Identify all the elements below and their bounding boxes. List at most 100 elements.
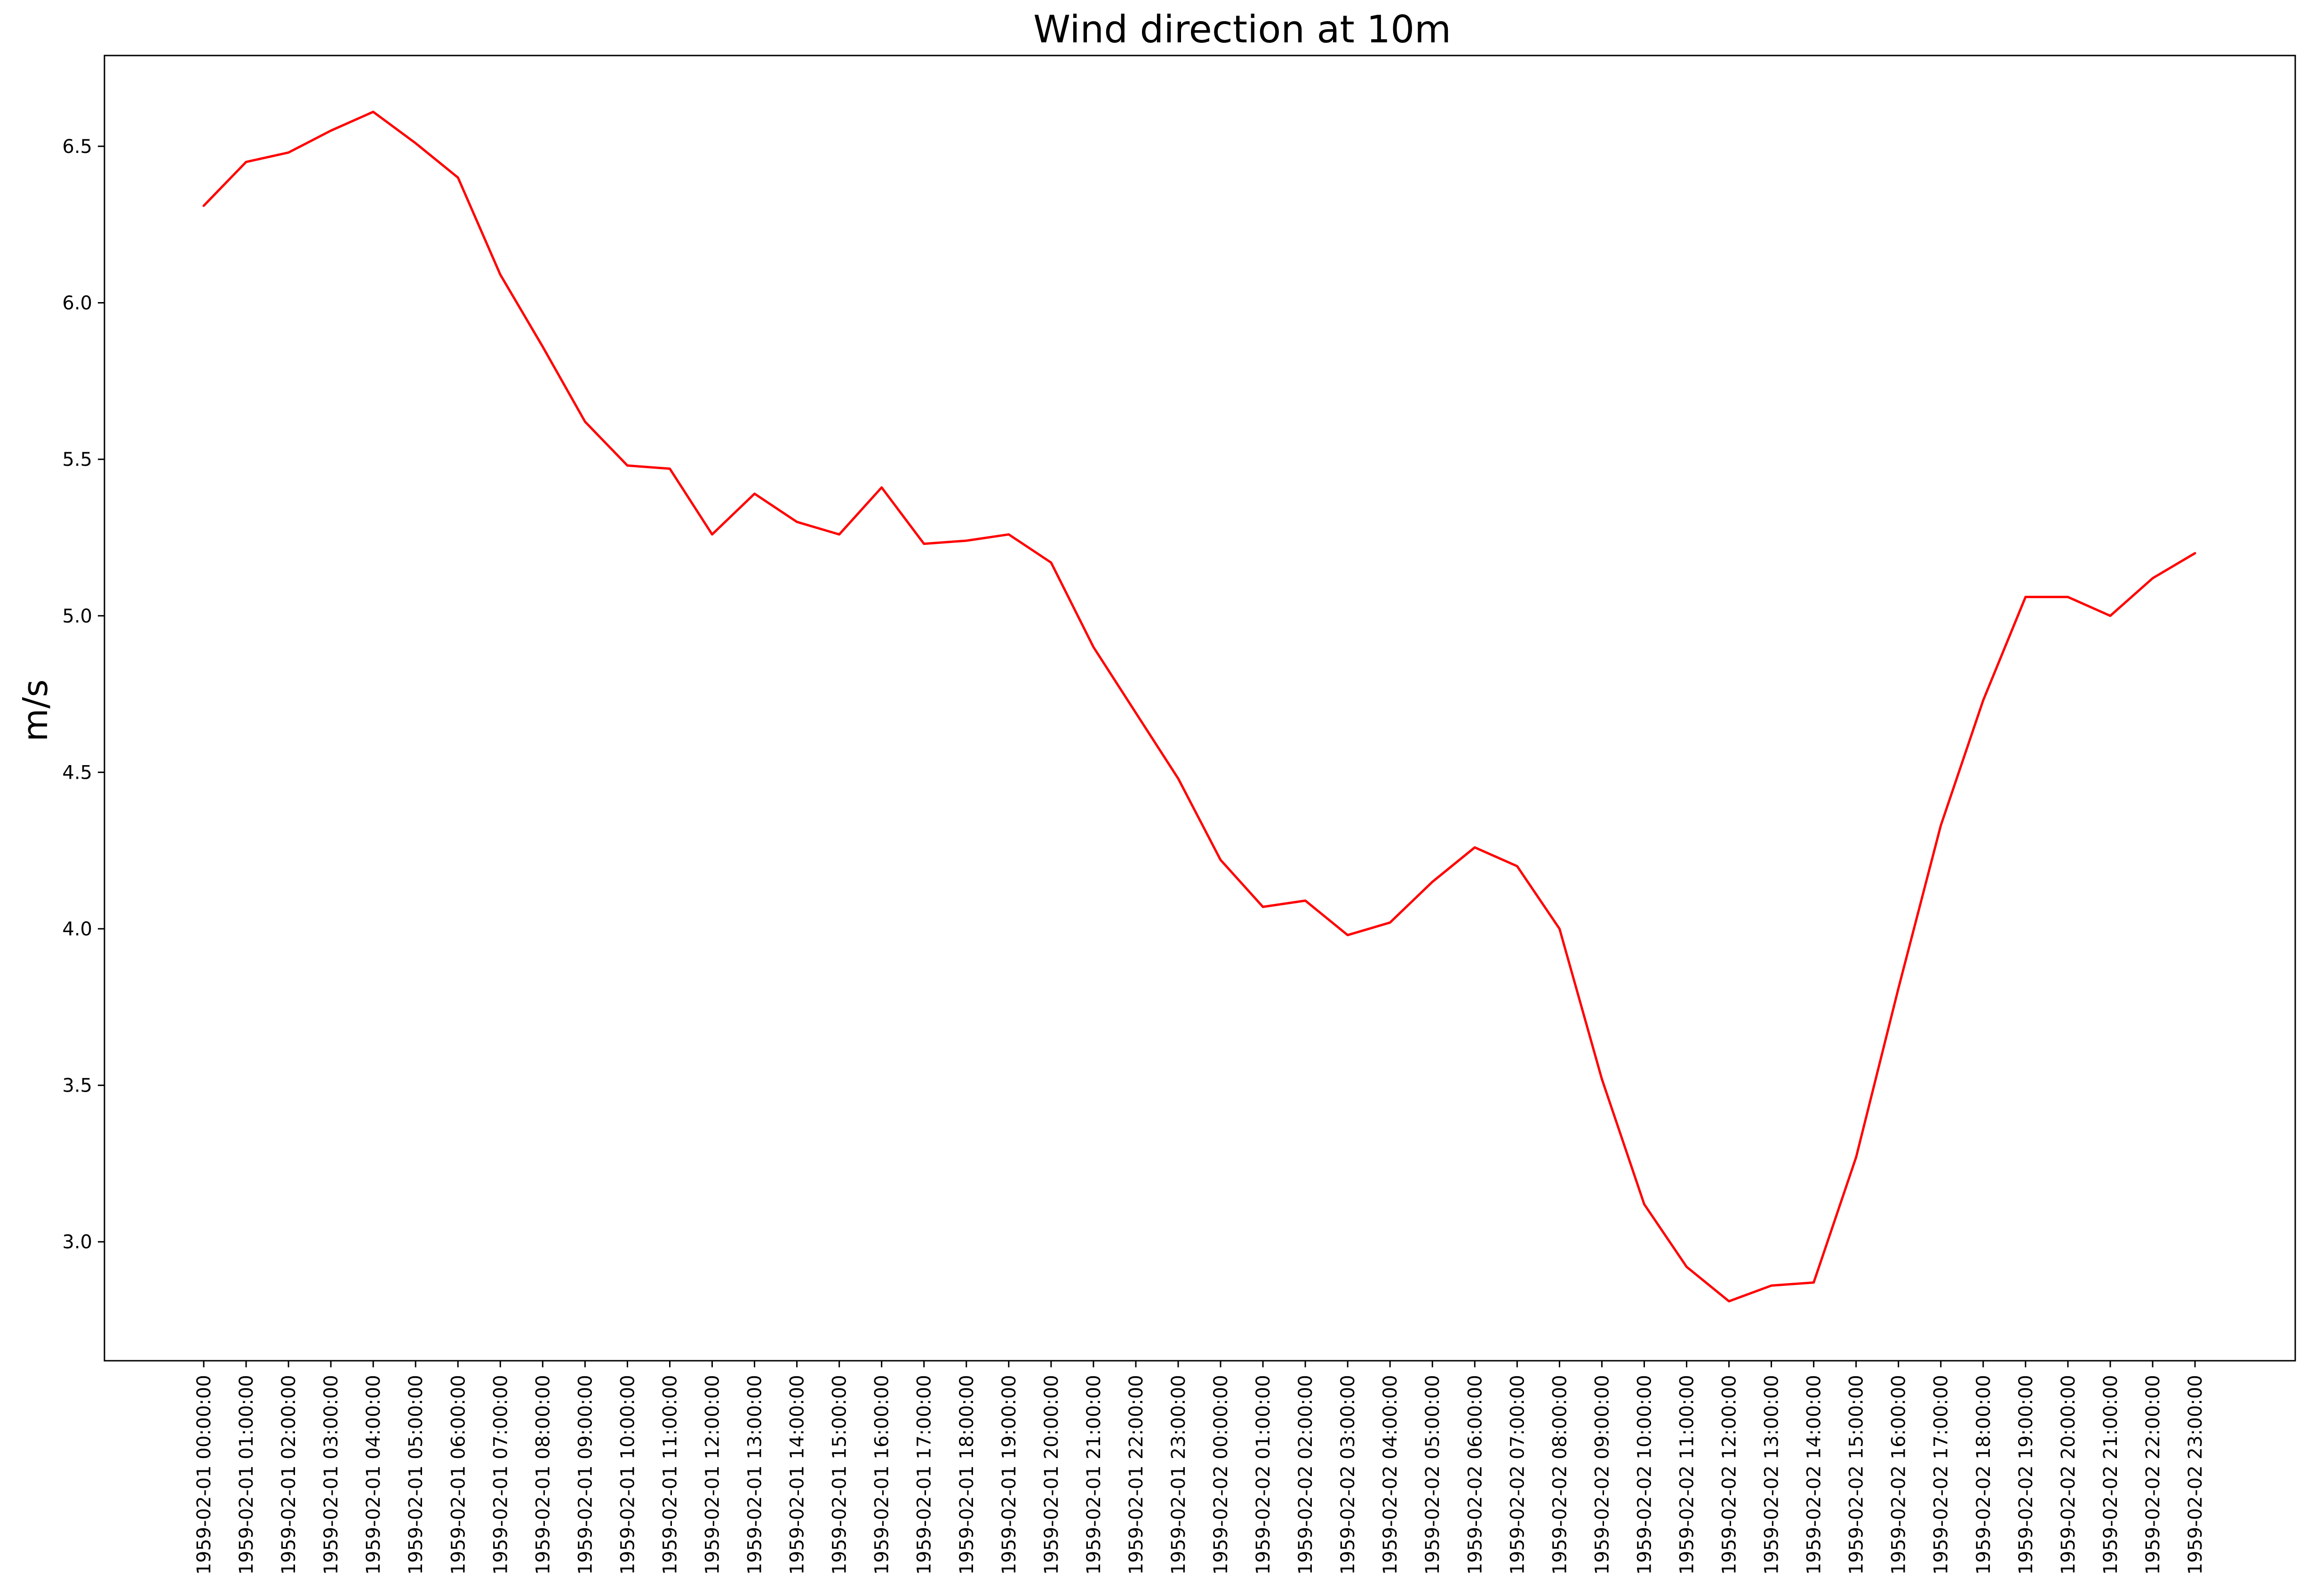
data-point: [1516, 865, 1518, 868]
x-tick-label: 1959-02-02 07:00:00: [1507, 1375, 1528, 1575]
y-tick-label: 5.0: [62, 606, 92, 627]
x-tick-label: 1959-02-02 17:00:00: [1931, 1375, 1952, 1575]
x-tick-label: 1959-02-01 05:00:00: [405, 1375, 427, 1575]
data-point: [1770, 1284, 1773, 1287]
x-tick-label: 1959-02-01 12:00:00: [702, 1375, 724, 1575]
y-tick-label: 3.5: [62, 1075, 92, 1097]
x-tick-label: 1959-02-02 01:00:00: [1253, 1375, 1274, 1575]
x-tick-label: 1959-02-02 18:00:00: [1973, 1375, 1995, 1575]
data-point: [456, 176, 459, 179]
series-line: [202, 111, 2196, 1303]
y-tick-label: 4.5: [62, 762, 92, 783]
y-axis: 3.0 3.5 4.0 4.5 5.0 5.5 6.0 6.5: [62, 136, 104, 1253]
x-tick-label: 1959-02-01 01:00:00: [236, 1375, 257, 1575]
data-point: [499, 273, 502, 276]
data-point: [1092, 646, 1095, 648]
data-point: [923, 543, 926, 545]
y-tick-label: 3.0: [62, 1231, 92, 1253]
data-point: [2109, 614, 2112, 617]
x-tick-label: 1959-02-02 13:00:00: [1761, 1375, 1783, 1575]
data-point: [287, 151, 290, 154]
x-tick-label: 1959-02-02 10:00:00: [1634, 1375, 1655, 1575]
data-point: [1600, 1077, 1603, 1080]
x-tick-label: 1959-02-01 19:00:00: [998, 1375, 1020, 1575]
x-tick-label: 1959-02-01 23:00:00: [1168, 1375, 1189, 1575]
data-point: [1389, 921, 1391, 924]
data-point: [1431, 880, 1434, 883]
data-point: [1219, 859, 1222, 862]
x-tick-label: 1959-02-01 07:00:00: [490, 1375, 511, 1575]
chart-title: Wind direction at 10m: [1033, 8, 1451, 51]
data-point: [541, 345, 544, 348]
x-tick-label: 1959-02-02 23:00:00: [2185, 1375, 2206, 1575]
x-tick-label: 1959-02-02 03:00:00: [1337, 1375, 1359, 1575]
data-point: [1177, 777, 1180, 780]
data-point: [202, 204, 205, 207]
data-point: [372, 111, 375, 113]
x-tick-label: 1959-02-02 05:00:00: [1422, 1375, 1444, 1575]
data-point: [583, 420, 586, 423]
x-tick-label: 1959-02-01 21:00:00: [1083, 1375, 1105, 1575]
x-tick-label: 1959-02-02 21:00:00: [2100, 1375, 2122, 1575]
data-point: [414, 142, 417, 144]
data-point: [1558, 927, 1561, 930]
data-point: [1346, 934, 1349, 936]
data-point: [753, 492, 756, 495]
x-tick-label: 1959-02-01 15:00:00: [829, 1375, 851, 1575]
x-tick-label: 1959-02-01 02:00:00: [278, 1375, 300, 1575]
data-point: [2067, 596, 2069, 598]
x-tick-label: 1959-02-02 02:00:00: [1295, 1375, 1317, 1575]
data-point: [668, 467, 671, 470]
y-tick-label: 4.0: [62, 918, 92, 940]
x-tick-label: 1959-02-02 11:00:00: [1676, 1375, 1698, 1575]
x-tick-label: 1959-02-02 12:00:00: [1719, 1375, 1740, 1575]
x-tick-label: 1959-02-02 20:00:00: [2058, 1375, 2079, 1575]
x-tick-label: 1959-02-02 09:00:00: [1591, 1375, 1613, 1575]
data-point: [1940, 824, 1942, 827]
data-point: [1134, 711, 1137, 714]
x-tick-label: 1959-02-02 22:00:00: [2142, 1375, 2164, 1575]
data-point: [1050, 561, 1053, 564]
y-tick-label: 5.5: [62, 449, 92, 471]
data-point: [1897, 987, 1900, 990]
x-tick-label: 1959-02-01 16:00:00: [871, 1375, 893, 1575]
x-tick-label: 1959-02-01 09:00:00: [575, 1375, 596, 1575]
data-point: [880, 486, 883, 489]
data-point: [1685, 1265, 1688, 1268]
x-tick-label: 1959-02-02 06:00:00: [1464, 1375, 1486, 1575]
x-tick-label: 1959-02-01 00:00:00: [193, 1375, 215, 1575]
data-point: [2024, 596, 2027, 598]
x-tick-label: 1959-02-01 13:00:00: [744, 1375, 766, 1575]
plot-area: [202, 111, 2196, 1303]
x-tick-label: 1959-02-02 00:00:00: [1210, 1375, 1232, 1575]
y-tick-label: 6.0: [62, 293, 92, 314]
x-tick-label: 1959-02-01 06:00:00: [447, 1375, 469, 1575]
x-tick-label: 1959-02-02 08:00:00: [1549, 1375, 1571, 1575]
data-point: [1728, 1300, 1731, 1303]
data-point: [626, 464, 629, 467]
x-tick-label: 1959-02-01 17:00:00: [914, 1375, 935, 1575]
x-tick-label: 1959-02-01 22:00:00: [1126, 1375, 1147, 1575]
data-point: [1007, 533, 1010, 536]
data-point: [965, 539, 968, 542]
x-tick-label: 1959-02-01 10:00:00: [617, 1375, 639, 1575]
data-point: [838, 533, 841, 536]
data-point: [245, 160, 247, 163]
x-axis: 1959-02-01 00:00:00 1959-02-01 01:00:00 19…: [193, 1361, 2206, 1575]
data-point: [2151, 577, 2154, 580]
data-point: [1304, 899, 1307, 902]
x-tick-label: 1959-02-01 03:00:00: [320, 1375, 342, 1575]
x-tick-label: 1959-02-02 19:00:00: [2015, 1375, 2037, 1575]
data-point: [1261, 905, 1264, 908]
data-point: [796, 520, 798, 523]
data-point: [711, 533, 714, 536]
data-point: [1855, 1156, 1858, 1159]
x-tick-label: 1959-02-01 20:00:00: [1041, 1375, 1062, 1575]
x-tick-label: 1959-02-01 04:00:00: [363, 1375, 384, 1575]
data-point: [1473, 846, 1476, 849]
x-tick-label: 1959-02-02 04:00:00: [1380, 1375, 1401, 1575]
x-tick-label: 1959-02-01 14:00:00: [787, 1375, 808, 1575]
data-point: [2194, 552, 2196, 555]
x-tick-label: 1959-02-01 11:00:00: [659, 1375, 681, 1575]
